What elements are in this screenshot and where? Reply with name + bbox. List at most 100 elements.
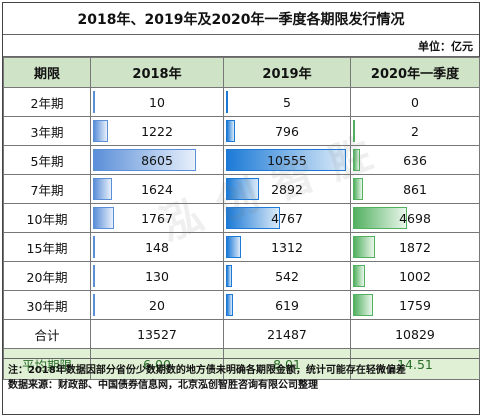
cell-v2020: 861 [350,174,480,204]
data-bar [353,149,361,171]
data-bar [226,207,281,229]
total-v2020: 10829 [350,319,480,349]
data-bar [353,265,365,287]
table-row: 30年期 20 619 1759 [3,290,480,320]
table-row: 2年期 10 5 0 [3,87,480,117]
table-row: 15年期 148 1312 1872 [3,232,480,262]
row-label: 20年期 [3,261,91,291]
data-bar [353,178,363,200]
cell-v2020: 4698 [350,203,480,233]
cell-v2019: 619 [223,290,351,320]
cell-value: 619 [275,297,299,313]
unit-label: 单位：亿元 [3,35,479,57]
cell-value: 4767 [271,210,303,226]
cell-v2018: 1222 [90,116,224,146]
cell-v2018: 130 [90,261,224,291]
cell-v2019: 2892 [223,174,351,204]
row-label: 3年期 [3,116,91,146]
cell-value: 861 [403,181,427,197]
cell-v2020: 636 [350,145,480,175]
data-bar [226,236,241,258]
average-v2019: 8.01 [223,348,351,380]
data-bar [226,91,228,113]
notes: 注：2018年数据因部分省份少数期数的地方债未明确各期限金额，统计可能存在轻微偏… [3,358,479,414]
data-bar [93,294,95,316]
table-row: 20年期 130 542 1002 [3,261,480,291]
total-row: 合计 13527 21487 10829 [3,319,480,349]
cell-value: 5 [283,94,291,110]
table-row: 3年期 1222 796 2 [3,116,480,146]
cell-value: 20 [149,297,165,313]
data-bar [226,265,233,287]
cell-value: 1002 [399,268,431,284]
data-bar [226,178,259,200]
cell-value: 1872 [399,239,431,255]
data-bar [93,265,95,287]
cell-v2018: 10 [90,87,224,117]
cell-value: 0 [411,94,419,110]
cell-v2018: 8605 [90,145,224,175]
cell-value: 2892 [271,181,303,197]
data-bar [353,294,374,316]
cell-value: 130 [145,268,169,284]
data-bar [93,149,196,171]
cell-value: 1624 [141,181,173,197]
table-row: 7年期 1624 2892 861 [3,174,480,204]
cell-value: 636 [403,152,427,168]
cell-v2020: 1872 [350,232,480,262]
source-line: 数据来源：财政部、中国债券信息网，北京泓创智胜咨询有限公司整理 [8,380,318,391]
row-label: 10年期 [3,203,91,233]
cell-value: 4698 [399,210,431,226]
cell-value: 542 [275,268,299,284]
cell-value: 796 [275,123,299,139]
header-row: 期限 2018年 2019年 2020年一季度 [3,57,480,88]
average-label: 平均期限 [3,348,91,380]
cell-value: 8605 [141,152,173,168]
cell-v2020: 1759 [350,290,480,320]
data-bar [93,178,113,200]
cell-v2019: 5 [223,87,351,117]
cell-v2019: 10555 [223,145,351,175]
total-v2018: 13527 [90,319,224,349]
average-row: 平均期限 6.00 8.01 14.51 [3,348,480,380]
header-2020q1: 2020年一季度 [350,57,480,88]
cell-value: 2 [411,123,419,139]
cell-value: 148 [145,239,169,255]
table-row: 10年期 1767 4767 4698 [3,203,480,233]
average-v2018: 6.00 [90,348,224,380]
cell-v2018: 148 [90,232,224,262]
cell-v2020: 1002 [350,261,480,291]
data-bar [353,236,375,258]
total-v2019: 21487 [223,319,351,349]
total-label: 合计 [3,319,91,349]
row-label: 15年期 [3,232,91,262]
data-bar [353,120,355,142]
data-bar [93,91,95,113]
cell-value: 1222 [141,123,173,139]
table-row: 5年期 8605 10555 636 [3,145,480,175]
header-2019: 2019年 [223,57,351,88]
cell-value: 1312 [271,239,303,255]
cell-v2019: 796 [223,116,351,146]
cell-v2020: 2 [350,116,480,146]
cell-v2020: 0 [350,87,480,117]
data-bar [226,294,234,316]
row-label: 5年期 [3,145,91,175]
cell-value: 10555 [267,152,307,168]
note-line: 注：2018年数据因部分省份少数期数的地方债未明确各期限金额，统计可能存在轻微偏… [8,365,406,376]
header-2018: 2018年 [90,57,224,88]
data-bar [353,207,408,229]
row-label: 2年期 [3,87,91,117]
row-label: 30年期 [3,290,91,320]
cell-v2019: 542 [223,261,351,291]
cell-value: 1767 [141,210,173,226]
header-term: 期限 [3,57,91,88]
data-bar [226,149,346,171]
data-bar [93,236,95,258]
row-label: 7年期 [3,174,91,204]
cell-v2018: 1624 [90,174,224,204]
data-bar [226,120,236,142]
issuance-table: 期限 2018年 2019年 2020年一季度 2年期 10 5 0 3年期 1222 79… [3,57,480,380]
cell-value: 10 [149,94,165,110]
